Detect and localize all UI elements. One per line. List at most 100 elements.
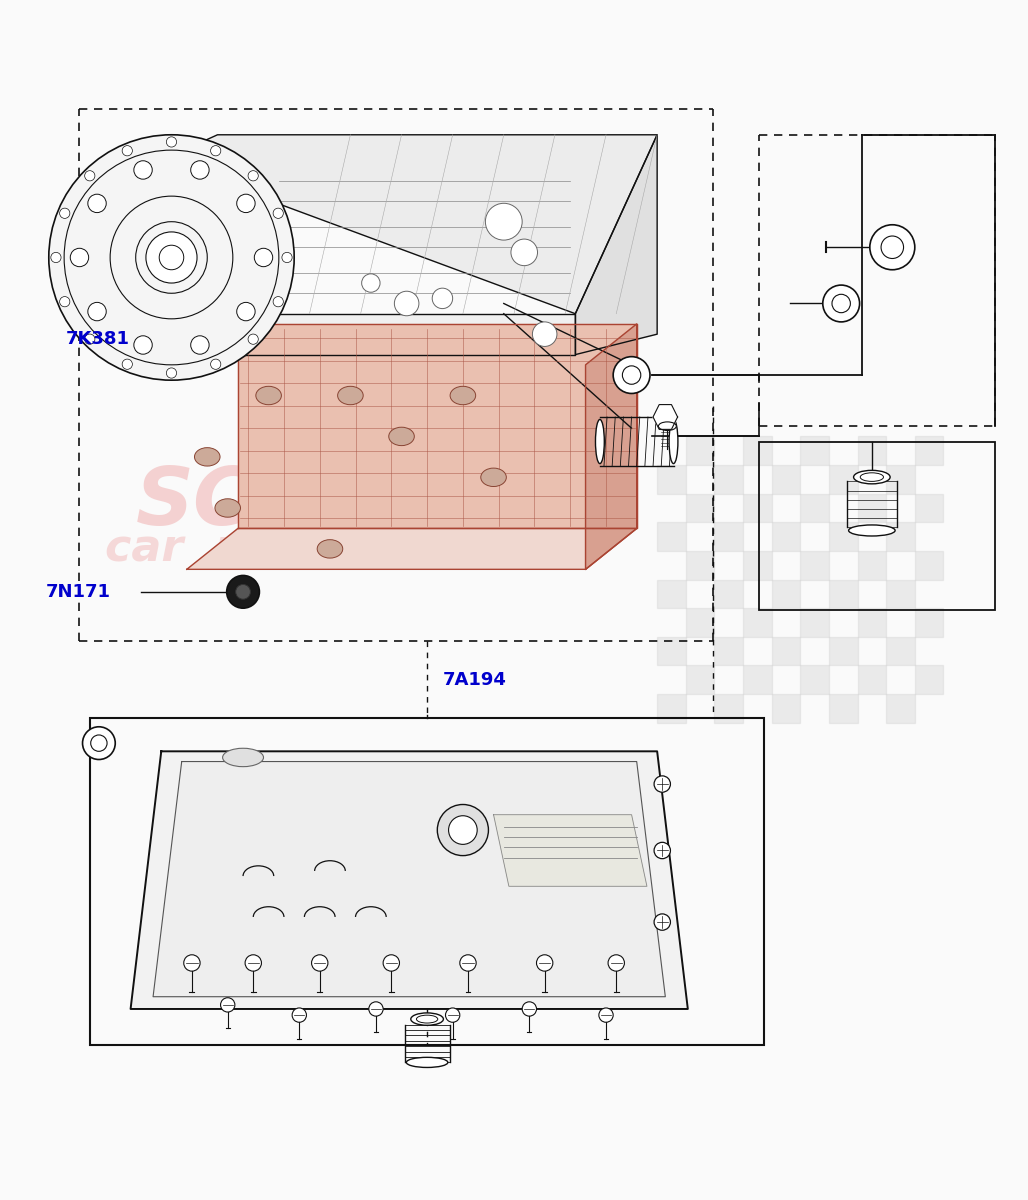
Circle shape [184, 955, 200, 971]
Text: ARIA: ARIA [412, 464, 628, 542]
Circle shape [622, 366, 640, 384]
Circle shape [460, 955, 476, 971]
Circle shape [832, 294, 850, 313]
Circle shape [236, 302, 255, 320]
Bar [743, 666, 772, 694]
Circle shape [254, 248, 272, 266]
Circle shape [437, 804, 488, 856]
Circle shape [445, 1008, 460, 1022]
Circle shape [191, 336, 209, 354]
Circle shape [383, 955, 400, 971]
Circle shape [60, 296, 70, 307]
Text: 7N171: 7N171 [45, 583, 111, 601]
Bar [857, 437, 886, 466]
Bar [743, 608, 772, 637]
Polygon shape [161, 134, 657, 313]
Circle shape [870, 224, 915, 270]
Circle shape [87, 194, 106, 212]
Circle shape [248, 170, 258, 181]
Ellipse shape [481, 468, 507, 486]
Bar [886, 522, 915, 551]
Circle shape [167, 368, 177, 378]
Ellipse shape [256, 386, 282, 404]
Circle shape [273, 296, 284, 307]
Bar [686, 493, 714, 522]
Circle shape [211, 359, 221, 370]
Text: car  parts: car parts [105, 527, 346, 570]
Bar [800, 551, 829, 580]
Bar [886, 637, 915, 666]
Bar [772, 466, 800, 493]
Text: 7K381: 7K381 [66, 330, 131, 348]
Circle shape [159, 245, 184, 270]
Circle shape [90, 734, 107, 751]
Circle shape [822, 286, 859, 322]
Bar [772, 580, 800, 608]
Ellipse shape [223, 749, 263, 767]
Circle shape [511, 239, 538, 265]
Bar [657, 466, 686, 493]
Circle shape [70, 248, 88, 266]
Circle shape [537, 955, 553, 971]
Circle shape [87, 302, 106, 320]
Bar [857, 608, 886, 637]
Bar [829, 466, 857, 493]
Bar [772, 637, 800, 666]
Ellipse shape [848, 524, 895, 536]
Circle shape [134, 336, 152, 354]
Circle shape [448, 816, 477, 845]
Bar [886, 694, 915, 722]
Circle shape [82, 727, 115, 760]
Circle shape [273, 208, 284, 218]
Circle shape [211, 145, 221, 156]
Bar [915, 666, 944, 694]
Ellipse shape [416, 1015, 438, 1024]
Polygon shape [237, 324, 636, 528]
Bar [686, 551, 714, 580]
Polygon shape [153, 762, 665, 997]
Ellipse shape [215, 499, 241, 517]
Bar [800, 493, 829, 522]
Bar [657, 694, 686, 722]
Ellipse shape [595, 420, 604, 463]
Bar [886, 580, 915, 608]
Ellipse shape [860, 473, 883, 481]
Ellipse shape [853, 470, 890, 484]
Bar [686, 437, 714, 466]
Circle shape [122, 359, 133, 370]
Polygon shape [493, 815, 647, 887]
Ellipse shape [337, 386, 363, 404]
Circle shape [395, 292, 419, 316]
Bar [714, 580, 743, 608]
Bar [915, 437, 944, 466]
Circle shape [235, 584, 251, 599]
Text: 7A194: 7A194 [442, 671, 507, 689]
Circle shape [122, 145, 133, 156]
Bar [743, 493, 772, 522]
Bar [915, 608, 944, 637]
Bar [915, 493, 944, 522]
Circle shape [134, 161, 152, 179]
Bar [915, 551, 944, 580]
Bar [800, 437, 829, 466]
Bar [89, 718, 765, 1045]
Bar [760, 442, 994, 611]
Ellipse shape [389, 427, 414, 445]
Bar [829, 522, 857, 551]
Ellipse shape [194, 448, 220, 466]
Circle shape [432, 288, 452, 308]
Ellipse shape [450, 386, 476, 404]
Ellipse shape [411, 1013, 443, 1025]
Polygon shape [653, 404, 677, 430]
Circle shape [654, 842, 670, 859]
Circle shape [362, 274, 380, 293]
Circle shape [146, 232, 197, 283]
Circle shape [522, 1002, 537, 1016]
Circle shape [84, 334, 95, 344]
Polygon shape [187, 528, 636, 569]
Polygon shape [161, 313, 576, 355]
Bar [743, 437, 772, 466]
Bar [686, 666, 714, 694]
Circle shape [221, 997, 234, 1012]
Bar [714, 694, 743, 722]
